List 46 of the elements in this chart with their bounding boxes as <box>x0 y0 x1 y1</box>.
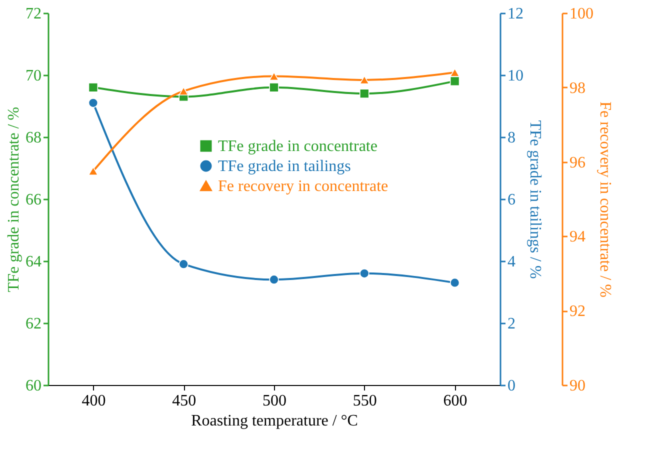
y-tick-label: 66 <box>26 192 42 208</box>
x-tick-label: 400 <box>82 392 106 410</box>
point <box>88 166 98 176</box>
y3-tick-label: 94 <box>570 228 586 246</box>
x-tick-label: 600 <box>443 392 468 410</box>
y-tick-label: 62 <box>26 316 42 332</box>
point <box>360 76 370 84</box>
legend-label: TFe grade in tailings <box>218 158 351 175</box>
y2-tick-label: 4 <box>508 254 516 270</box>
y2-tick-label: 0 <box>508 378 516 394</box>
point <box>269 274 279 284</box>
point <box>360 268 370 278</box>
point <box>178 259 188 269</box>
y-axis-title: TFe grade in concentrate / % <box>6 106 22 292</box>
y3-axis-title: Fe recovery in concentrate / % <box>596 102 614 298</box>
y-tick-label: 72 <box>26 6 42 22</box>
x-tick-label: 500 <box>262 392 286 410</box>
y2-axis-title: TFe grade in tailings / % <box>526 120 544 279</box>
y3-tick-label: 96 <box>570 154 586 172</box>
point <box>450 68 460 77</box>
x-axis-title: Roasting temperature / °C <box>191 412 358 430</box>
point <box>450 278 460 288</box>
y3-tick-label: 98 <box>570 80 586 97</box>
point <box>450 76 460 86</box>
point <box>269 82 279 92</box>
y-tick-label: 70 <box>26 68 42 84</box>
y2-tick-label: 12 <box>508 6 524 22</box>
y-tick-label: 68 <box>26 130 42 146</box>
y2-tick-label: 8 <box>508 130 516 146</box>
y2-tick-label: 2 <box>508 316 516 332</box>
point <box>88 82 98 92</box>
point <box>360 88 370 98</box>
y3-tick-label: 100 <box>570 6 594 22</box>
y3-tick-label: 90 <box>570 378 586 394</box>
x-tick-label: 550 <box>352 392 377 410</box>
legend-label: TFe grade in concentrate <box>218 138 378 155</box>
y3-tick-label: 92 <box>570 303 586 320</box>
point <box>88 98 98 108</box>
y-tick-label: 64 <box>26 254 42 270</box>
legend-label: Fe recovery in concentrate <box>218 178 388 195</box>
y-tick-label: 60 <box>26 378 42 394</box>
x-tick-label: 450 <box>172 392 196 410</box>
point <box>178 86 188 96</box>
point <box>269 72 279 81</box>
y2-tick-label: 6 <box>508 192 516 208</box>
y2-tick-label: 10 <box>508 68 524 84</box>
